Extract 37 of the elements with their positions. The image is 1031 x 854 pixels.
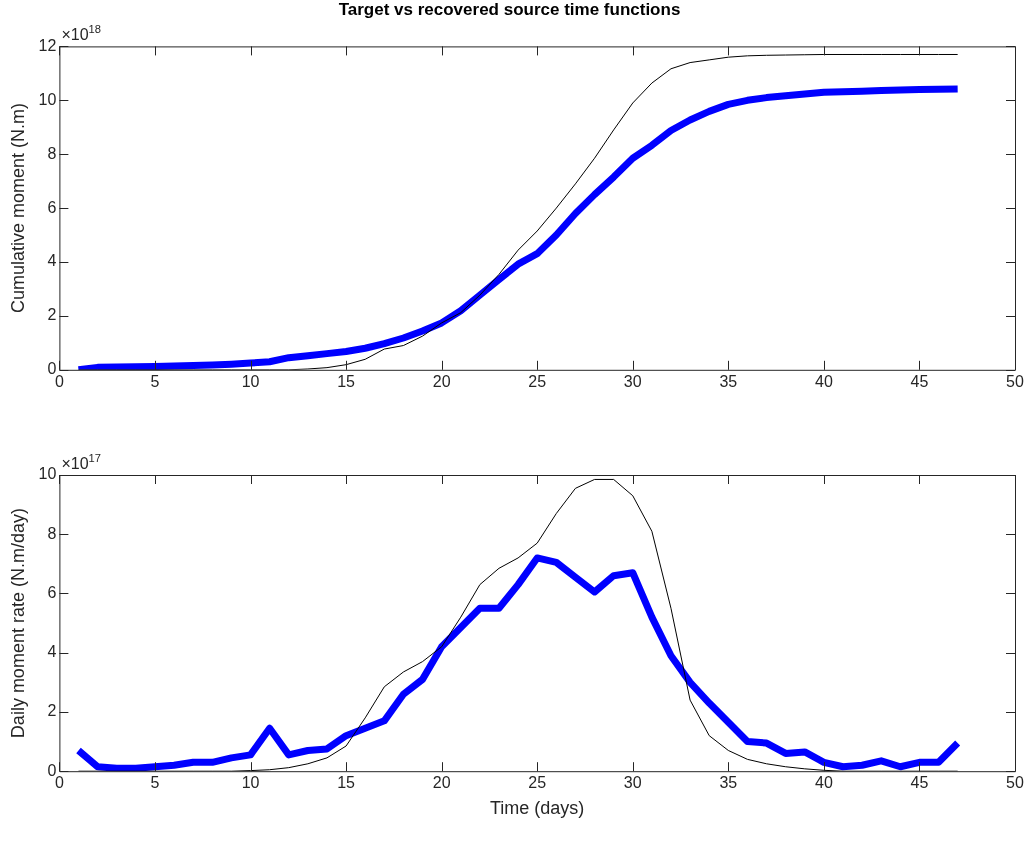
x-tick-label: 50 (1006, 372, 1024, 390)
x-axis-title: Time (days) (490, 798, 585, 819)
y-tick-label: 2 (47, 702, 57, 720)
y-tick-label: 6 (47, 198, 57, 216)
x-tick-label: 5 (150, 774, 160, 792)
y-tick-label: 2 (47, 306, 57, 324)
y-tick-label: 0 (47, 360, 57, 378)
y-tick-label: 0 (47, 761, 57, 779)
x-tick-label: 15 (337, 372, 356, 390)
x-tick-label: 40 (814, 372, 833, 390)
x-tick-label: 25 (528, 372, 547, 390)
x-tick-label: 10 (241, 372, 260, 390)
x-tick-label: 30 (623, 774, 642, 792)
y-axis-title: Daily moment rate (N.m/day) (7, 508, 28, 739)
x-tick-label: 50 (1006, 774, 1024, 792)
y-axis-title: Cumulative moment (N.m) (7, 103, 28, 314)
x-tick-label: 20 (432, 774, 451, 792)
x-tick-label: 45 (910, 774, 929, 792)
x-tick-label: 25 (528, 774, 547, 792)
x-tick-label: 30 (623, 372, 642, 390)
x-tick-label: 35 (719, 372, 738, 390)
x-tick-label: 10 (241, 774, 260, 792)
x-tick-label: 5 (150, 372, 160, 390)
y-tick-label: 10 (38, 465, 57, 483)
y-tick-label: 4 (47, 643, 57, 661)
y-tick-label: 8 (47, 144, 57, 162)
chart-title: Target vs recovered source time functions (338, 0, 681, 19)
x-tick-label: 45 (910, 372, 929, 390)
y-tick-label: 6 (47, 583, 57, 601)
x-tick-label: 15 (337, 774, 356, 792)
x-tick-label: 40 (814, 774, 833, 792)
y-tick-label: 10 (38, 90, 57, 108)
y-tick-label: 8 (47, 524, 57, 542)
x-tick-label: 20 (432, 372, 451, 390)
y-tick-label: 4 (47, 252, 57, 270)
y-tick-label: 12 (38, 36, 57, 54)
x-tick-label: 35 (719, 774, 738, 792)
